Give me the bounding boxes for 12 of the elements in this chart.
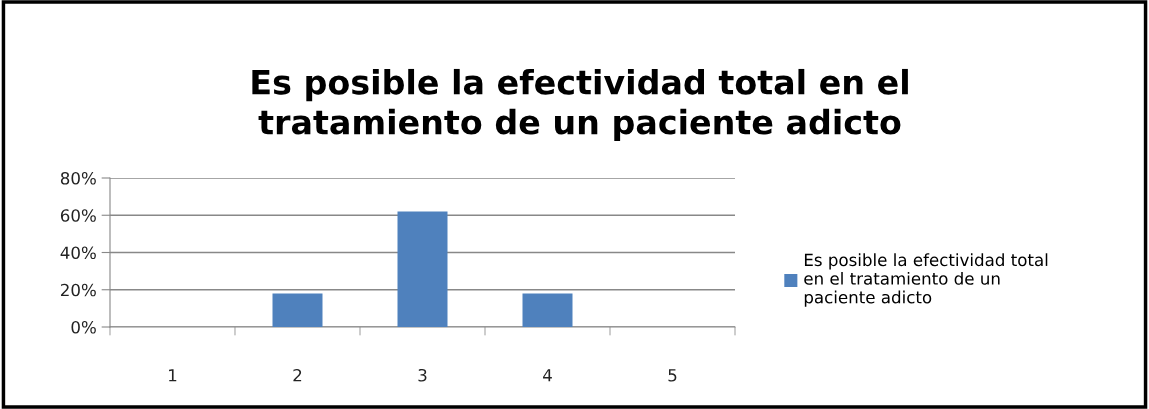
x-tick-label: 3 [418, 368, 427, 382]
x-tick-label: 4 [543, 369, 552, 382]
legend-label: Es posible la efectividad total en el tratamiento de un paciente adicto [804, 253, 1048, 307]
x-tick-label: 2 [293, 368, 302, 382]
y-tick-label: 80% [60, 171, 96, 185]
x-tick-label: 1 [169, 369, 177, 382]
x-tick-label: 5 [668, 369, 677, 382]
y-tick-label: 40% [60, 246, 96, 260]
y-tick-label: 0% [71, 320, 96, 334]
y-tick-label: 20% [60, 283, 96, 297]
chart-title: Es posible la efectividad total en el tratamiento de un paciente adicto [252, 68, 908, 142]
y-tick-label: 60% [60, 209, 96, 222]
